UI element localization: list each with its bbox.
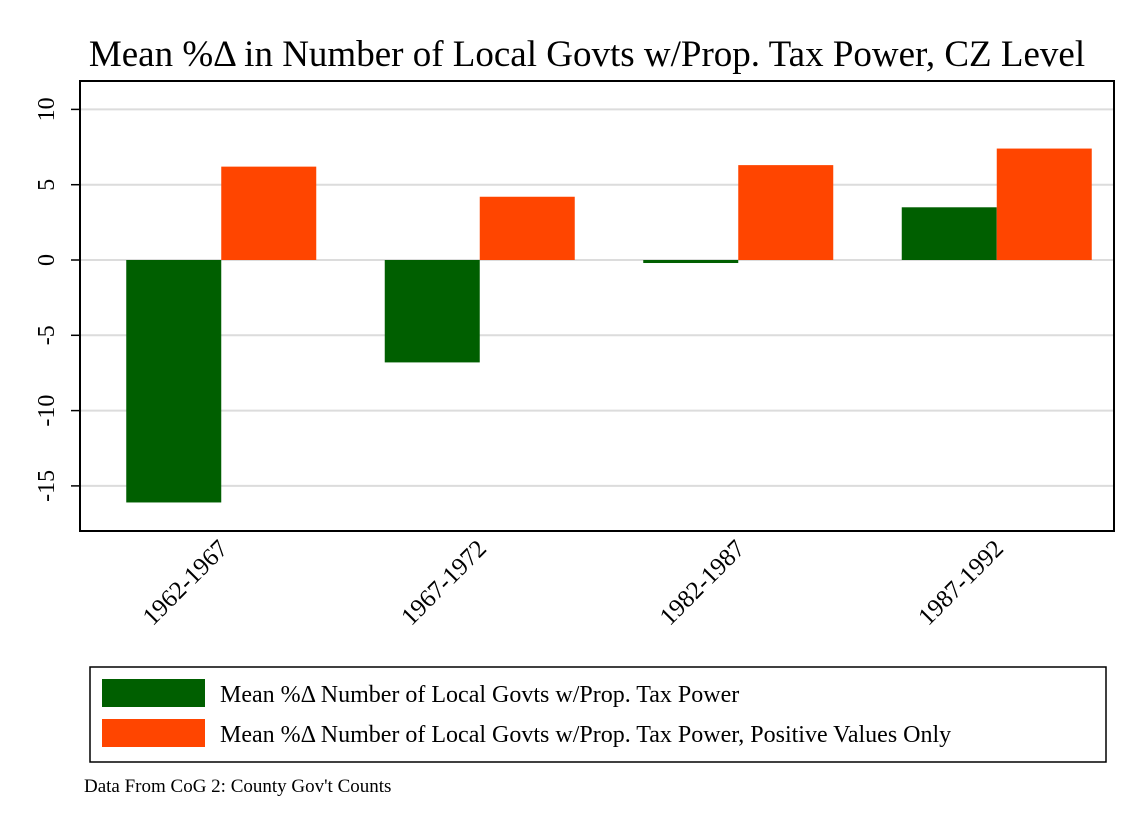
source-note: Data From CoG 2: County Gov't Counts [84, 776, 391, 797]
y-axis-ticks: 10 5 0 -5 -10 -15 [34, 97, 80, 502]
bar-positive-only-1987-1992 [996, 148, 1092, 260]
x-category-label: 1967-1972 [396, 535, 492, 631]
bar-positive-only-1962-1967 [221, 166, 317, 260]
bar-all-values-1982-1987 [643, 260, 739, 264]
y-tick-label: -5 [34, 325, 60, 345]
plot-area [79, 80, 1115, 532]
y-tick-label: -15 [34, 470, 60, 502]
bar-all-values-1967-1972 [384, 260, 480, 363]
y-tick-label: -10 [34, 395, 60, 427]
x-axis-labels: 1962-1967 1967-1972 1982-1987 1987-1992 [138, 535, 1009, 631]
x-category-label: 1962-1967 [138, 535, 234, 631]
bar-positive-only-1982-1987 [738, 165, 834, 260]
y-tick-label: 5 [34, 179, 60, 191]
legend-box [89, 666, 1107, 763]
y-tick-label: 10 [34, 97, 60, 121]
bar-all-values-1987-1992 [901, 207, 997, 260]
legend: Mean %Δ Number of Local Govts w/Prop. Ta… [102, 679, 951, 748]
x-category-label: 1982-1987 [655, 535, 751, 631]
bar-all-values-1962-1967 [126, 260, 222, 503]
legend-label: Mean %Δ Number of Local Govts w/Prop. Ta… [220, 722, 951, 748]
chart-title: Mean %Δ in Number of Local Govts w/Prop.… [89, 34, 1085, 75]
bar-positive-only-1967-1972 [479, 196, 575, 260]
y-tick-label: 0 [34, 254, 60, 266]
x-category-label: 1987-1992 [913, 535, 1009, 631]
legend-label: Mean %Δ Number of Local Govts w/Prop. Ta… [220, 682, 739, 708]
legend-swatch [102, 719, 205, 747]
bars [126, 148, 1092, 503]
legend-swatch [102, 679, 205, 707]
